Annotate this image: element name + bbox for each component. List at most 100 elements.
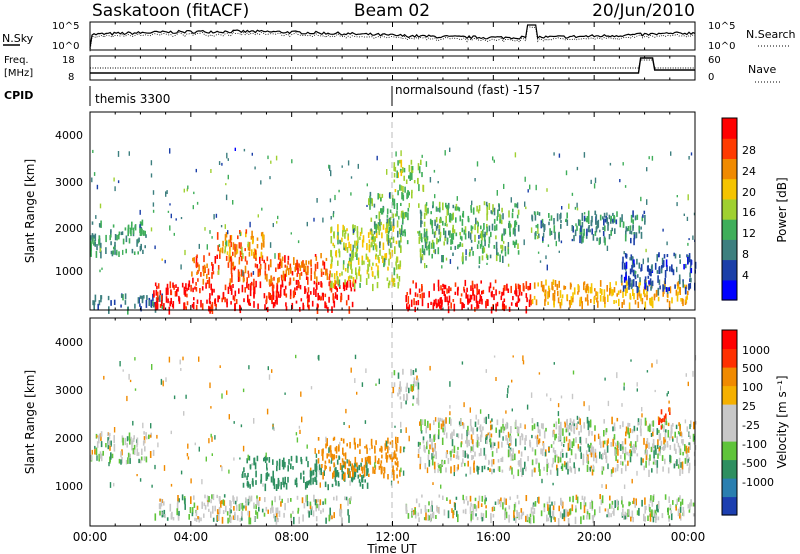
heatmap-cell <box>280 481 282 490</box>
heatmap-cell <box>129 438 131 445</box>
heatmap-cell <box>314 499 317 506</box>
heatmap-cell <box>612 212 614 216</box>
heatmap-cell <box>559 290 562 298</box>
heatmap-cell <box>599 229 601 233</box>
heatmap-cell <box>515 288 517 296</box>
heatmap-cell <box>641 499 643 507</box>
heatmap-cell <box>397 372 400 379</box>
heatmap-cell <box>470 225 473 231</box>
heatmap-cell <box>301 497 304 504</box>
heatmap-cell <box>636 258 638 265</box>
heatmap-cell <box>127 306 129 311</box>
heatmap-cell <box>644 497 646 505</box>
heatmap-cell <box>421 298 424 307</box>
heatmap-cell <box>352 244 354 251</box>
heatmap-cell <box>110 300 112 306</box>
heatmap-cell <box>669 445 672 450</box>
heatmap-cell <box>548 447 550 452</box>
heatmap-cell <box>565 428 568 433</box>
heatmap-cell <box>315 459 318 465</box>
heatmap-cell <box>95 447 98 456</box>
heatmap-cell <box>467 300 469 305</box>
heatmap-cell <box>192 205 194 210</box>
heatmap-cell <box>379 249 381 256</box>
heatmap-cell <box>461 361 464 365</box>
heatmap-cell <box>392 279 395 286</box>
heatmap-cell <box>276 282 278 287</box>
heatmap-cell <box>330 450 332 458</box>
heatmap-cell <box>687 194 689 201</box>
colorbar-segment <box>722 348 737 368</box>
heatmap-cell <box>503 298 506 303</box>
heatmap-cell <box>321 464 323 469</box>
heatmap-cell <box>468 298 470 304</box>
heatmap-cell <box>429 438 431 442</box>
heatmap-cell <box>499 213 501 220</box>
heatmap-cell <box>153 304 155 308</box>
heatmap-cell <box>415 282 417 289</box>
heatmap-cell <box>496 301 499 307</box>
heatmap-cell <box>523 285 525 292</box>
heatmap-cell <box>605 454 607 459</box>
heatmap-cell <box>218 506 221 514</box>
heatmap-cell <box>583 281 586 285</box>
heatmap-cell <box>230 258 233 264</box>
heatmap-cell <box>594 434 596 442</box>
heatmap-cell <box>428 241 431 249</box>
heatmap-cell <box>349 497 351 505</box>
heatmap-cell <box>334 447 337 452</box>
heatmap-cell <box>382 255 384 263</box>
heatmap-cell <box>329 280 331 286</box>
heatmap-cell <box>272 223 274 228</box>
heatmap-cell <box>371 229 373 236</box>
heatmap-cell <box>344 232 346 239</box>
heatmap-cell <box>387 282 390 289</box>
heatmap-cell <box>498 466 501 472</box>
heatmap-cell <box>244 287 246 293</box>
heatmap-cell <box>109 445 111 451</box>
heatmap-cell <box>642 458 644 463</box>
heatmap-cell <box>295 477 298 483</box>
heatmap-cell <box>216 254 218 259</box>
heatmap-cell <box>625 272 627 280</box>
heatmap-cell <box>234 500 237 505</box>
heatmap-cell <box>366 462 368 468</box>
heatmap-cell <box>626 287 628 294</box>
heatmap-cell <box>212 505 214 514</box>
heatmap-cell <box>141 448 143 455</box>
heatmap-cell <box>649 297 651 303</box>
heatmap-cell <box>118 251 120 257</box>
heatmap-cell <box>462 302 464 308</box>
heatmap-cell <box>435 206 438 212</box>
heatmap-cell <box>429 444 431 450</box>
heatmap-cell <box>191 271 193 277</box>
heatmap-cell <box>399 396 402 400</box>
heatmap-cell <box>669 407 671 413</box>
heatmap-cell <box>402 186 404 193</box>
heatmap-cell <box>672 500 674 505</box>
heatmap-cell <box>578 467 580 472</box>
heatmap-cell <box>350 192 352 196</box>
heatmap-cell <box>369 457 371 463</box>
heatmap-cell <box>653 294 656 301</box>
heatmap-cell <box>517 432 520 437</box>
heatmap-cell <box>433 283 435 291</box>
heatmap-cell <box>452 252 454 256</box>
heatmap-cell <box>331 453 333 458</box>
heatmap-cell <box>624 288 627 297</box>
heatmap-cell <box>334 194 336 201</box>
heatmap-cell <box>629 257 631 261</box>
heatmap-cell <box>318 281 320 285</box>
heatmap-cell <box>477 225 479 234</box>
heatmap-cell <box>425 512 427 521</box>
heatmap-cell <box>577 421 579 424</box>
heatmap-cell <box>369 461 372 465</box>
heatmap-cell <box>553 362 555 365</box>
heatmap-cell <box>492 513 495 518</box>
heatmap-cell <box>251 249 253 256</box>
heatmap-cell <box>475 295 478 303</box>
heatmap-cell <box>508 505 511 510</box>
heatmap-cell <box>289 263 292 270</box>
heatmap-cell <box>493 506 496 511</box>
heatmap-cell <box>183 188 185 193</box>
